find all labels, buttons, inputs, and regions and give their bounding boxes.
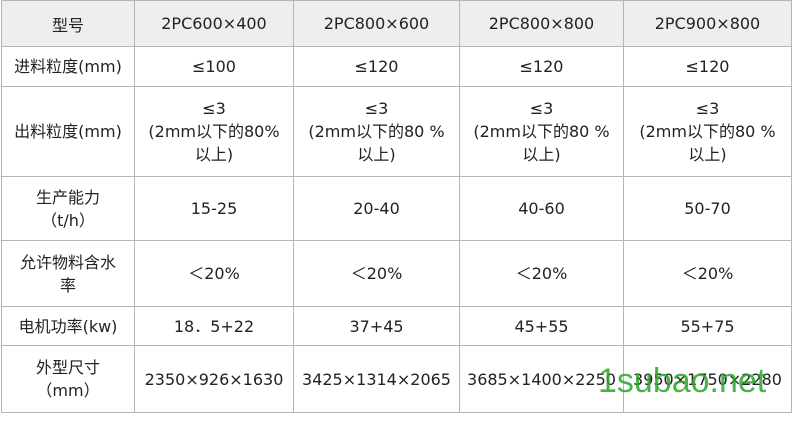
cell-line: 3425×1314×2065: [302, 369, 451, 389]
table-row: 允许物料含水率 ＜20% ＜20% ＜20% ＜20%: [1, 240, 792, 307]
row-label: 进料粒度(mm): [1, 46, 135, 87]
cell-line: ≤120: [685, 57, 730, 76]
cell-line: 电机功率(kw): [18, 316, 118, 336]
table-row: 外型尺寸 （mm） 2350×926×1630 3425×1314×2065 3685×…: [1, 345, 792, 413]
cell-line: 2350×926×1630: [144, 369, 284, 389]
cell: ≤120: [293, 46, 460, 87]
cell-line: 出料粒度(mm): [14, 122, 122, 141]
table-row: 电机功率(kw) 18．5+22 37+45 45+55 55+75: [1, 306, 792, 346]
header-row: 型号 2PC600×400 2PC800×600 2PC800×800 2PC900×8…: [1, 0, 792, 47]
cell: ≤3 (2mm以下的80 % 以上): [623, 86, 792, 177]
cell-line: 以上): [522, 145, 561, 164]
table-row: 出料粒度(mm) ≤3 (2mm以下的80% 以上) ≤3 (2mm以下的80 % 以上) ≤…: [1, 86, 792, 177]
cell-line: 18．5+22: [173, 316, 255, 336]
cell: 3425×1314×2065: [293, 345, 460, 413]
header-cell: 型号: [1, 0, 135, 47]
cell-line: 20-40: [353, 199, 400, 218]
cell: 20-40: [293, 176, 460, 241]
header-cell: 2PC800×600: [293, 0, 460, 47]
cell-line: 率: [59, 275, 76, 295]
cell: ≤3 (2mm以下的80 % 以上): [459, 86, 624, 177]
cell-line: ≤120: [519, 57, 564, 76]
cell-line: 50-70: [684, 199, 731, 218]
cell-line: ≤100: [192, 57, 236, 76]
cell: ＜20%: [459, 240, 624, 307]
cell: ＜20%: [134, 240, 294, 307]
cell-line: ≤3: [695, 99, 720, 118]
cell-line: 3950×1750×2280: [633, 369, 782, 389]
header-cell: 2PC800×800: [459, 0, 624, 47]
cell-line: 3685×1400×2250: [467, 369, 616, 389]
cell-line: ＜20%: [188, 264, 240, 283]
cell-line: (2mm以下的80%: [148, 122, 280, 141]
header-cell: 2PC900×800: [623, 0, 792, 47]
cell-line: 37+45: [349, 316, 404, 336]
spec-table: 型号 2PC600×400 2PC800×600 2PC800×800 2PC900×8…: [1, 0, 792, 413]
cell: 15-25: [134, 176, 294, 241]
cell: ≤100: [134, 46, 294, 87]
cell: 40-60: [459, 176, 624, 241]
cell-line: ≤3: [364, 99, 389, 118]
cell-line: ≤120: [354, 57, 399, 76]
cell-line: (2mm以下的80 %: [308, 122, 445, 141]
cell: 37+45: [293, 306, 460, 346]
cell: 55+75: [623, 306, 792, 346]
cell-line: (2mm以下的80 %: [473, 122, 610, 141]
cell-line: 生产能力: [35, 187, 100, 207]
cell-line: （t/h）: [41, 210, 95, 230]
cell-line: 进料粒度(mm): [14, 57, 122, 76]
cell-line: ≤3: [202, 99, 226, 118]
cell: 2350×926×1630: [134, 345, 294, 413]
table-row: 进料粒度(mm) ≤100 ≤120 ≤120 ≤120: [1, 46, 792, 87]
row-label: 允许物料含水率: [1, 240, 135, 307]
header-cell: 2PC600×400: [134, 0, 294, 47]
cell-line: 以上): [688, 145, 727, 164]
cell-line: 40-60: [518, 199, 565, 218]
row-label: 电机功率(kw): [1, 306, 135, 346]
cell: ≤120: [459, 46, 624, 87]
table-row: 生产能力 （t/h） 15-25 20-40 40-60 50-70: [1, 176, 792, 241]
row-label: 生产能力 （t/h）: [1, 176, 135, 241]
cell: ≤3 (2mm以下的80% 以上): [134, 86, 294, 177]
row-label: 出料粒度(mm): [1, 86, 135, 177]
cell: ≤120: [623, 46, 792, 87]
cell-line: 允许物料含水: [19, 252, 116, 272]
cell-line: 45+55: [514, 316, 569, 336]
cell-line: 15-25: [190, 199, 238, 218]
cell-line: ＜20%: [515, 264, 568, 283]
row-label: 外型尺寸 （mm）: [1, 345, 135, 413]
watermark: 1subao.net: [598, 362, 767, 400]
cell: 50-70: [623, 176, 792, 241]
cell-line: 55+75: [680, 316, 735, 336]
cell: 45+55: [459, 306, 624, 346]
cell: 3685×1400×2250: [459, 345, 624, 413]
cell: ＜20%: [293, 240, 460, 307]
cell-line: ＜20%: [681, 264, 734, 283]
cell-line: ≤3: [529, 99, 554, 118]
cell: 3950×1750×2280: [623, 345, 792, 413]
cell-line: （mm）: [36, 381, 100, 400]
cell-line: 以上): [194, 145, 234, 164]
cell-line: 外型尺寸: [35, 358, 100, 377]
cell-line: ＜20%: [350, 264, 403, 283]
cell-line: 以上): [357, 145, 396, 164]
cell: ≤3 (2mm以下的80 % 以上): [293, 86, 460, 177]
cell-line: (2mm以下的80 %: [639, 122, 776, 141]
cell: ＜20%: [623, 240, 792, 307]
cell: 18．5+22: [134, 306, 294, 346]
